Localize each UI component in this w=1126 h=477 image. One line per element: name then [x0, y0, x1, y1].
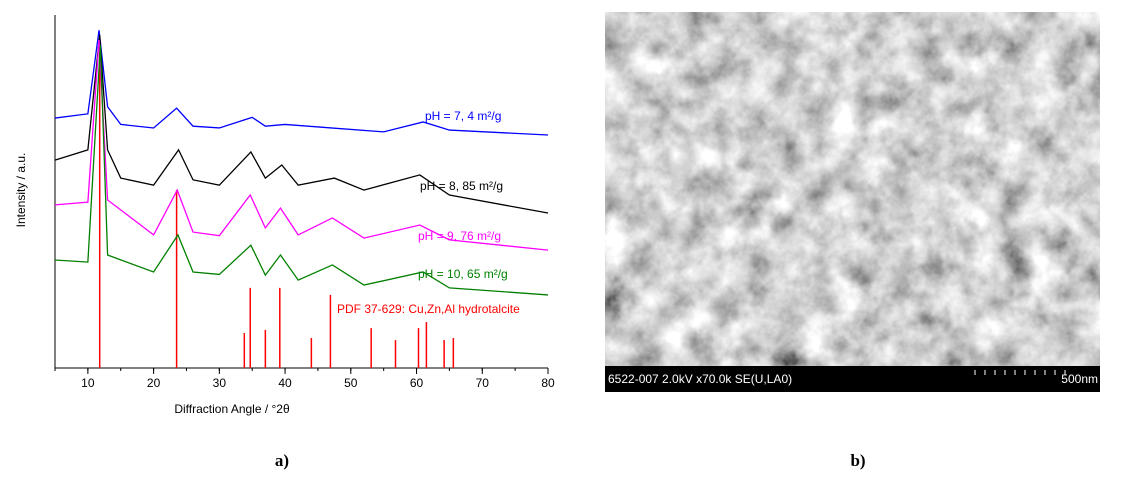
sem-image: 6522-007 2.0kV x70.0k SE(U,LA0) 500nm: [605, 12, 1100, 392]
caption: b): [850, 451, 865, 470]
legend-label: pH = 8, 85 m²/g: [420, 179, 503, 193]
sem-info: 6522-007 2.0kV x70.0k SE(U,LA0): [608, 372, 792, 386]
x-axis-label: Diffraction Angle / °2θ: [174, 402, 290, 416]
sem-scale: 500nm: [1061, 372, 1098, 386]
page: {"chart_data": {"type": "line", "xlabel"…: [0, 0, 1126, 477]
x-tick-label: 40: [278, 376, 292, 390]
legend-label: pH = 7, 4 m²/g: [425, 109, 501, 123]
x-tick-label: 10: [81, 376, 95, 390]
legend-label: pH = 9, 76 m²/g: [418, 229, 501, 243]
x-tick-label: 50: [344, 376, 358, 390]
x-tick-label: 20: [147, 376, 161, 390]
caption: a): [275, 451, 289, 470]
x-tick-label: 70: [476, 376, 490, 390]
x-tick-label: 30: [213, 376, 227, 390]
reference-label: PDF 37-629: Cu,Zn,Al hydrotalcite: [337, 302, 520, 316]
series-line: [55, 40, 548, 250]
legend-label: pH = 10, 65 m²/g: [418, 267, 508, 281]
y-axis-label: Intensity / a.u.: [14, 153, 28, 228]
series-line: [55, 45, 548, 295]
x-tick-label: 60: [410, 376, 424, 390]
figure: 6522-007 2.0kV x70.0k SE(U,LA0) 500nm a)…: [0, 0, 1126, 477]
sem-texture: [605, 12, 1100, 366]
x-tick-label: 80: [541, 376, 555, 390]
